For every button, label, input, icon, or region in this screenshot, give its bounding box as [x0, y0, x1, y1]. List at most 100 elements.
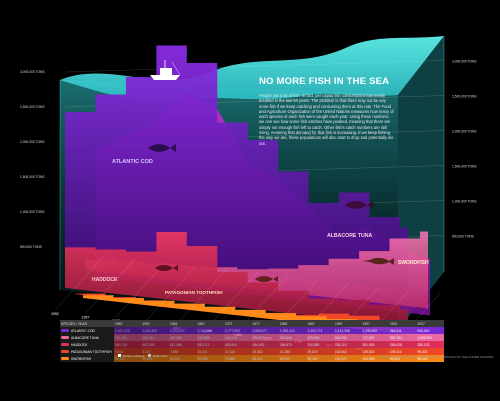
- y-tick-right: 500,000 TONS: [452, 235, 475, 239]
- legend-pin-a-icon: [118, 354, 121, 357]
- label-haddock: HADDOCK: [92, 277, 118, 283]
- table-header-cell: 1967: [196, 320, 224, 327]
- table-cell: 31,288: [279, 348, 307, 355]
- row-label: PATAGONIAN TOOTHFISH: [60, 348, 114, 355]
- page-title: NO MORE FISH IN THE SEA: [259, 76, 390, 87]
- legend: Fishery collapse Peak catch: [118, 354, 168, 358]
- data-table: SPECIES / YEAR 1952 1957 1962 1967 1972 1977 19…: [60, 320, 444, 362]
- fish-swatch-icon: [61, 329, 69, 333]
- table-cell: 85,010: [279, 355, 307, 362]
- table-cell: 384,672: [279, 341, 307, 348]
- fishing-boat-icon: [150, 60, 181, 80]
- x-tick-line: [176, 268, 227, 325]
- table-header-cell: 1987: [306, 320, 334, 327]
- table-cell: 900,000: [416, 327, 444, 334]
- table-cell: 1,982,442: [279, 327, 307, 334]
- y-axis-right: 500,000 TONS 1,000,000 TONS 1,500,000 TONS…: [452, 60, 477, 239]
- fish-swatch-icon: [61, 357, 69, 361]
- x-tick-label: 1957: [81, 316, 89, 320]
- table-cell: 12,115: [224, 348, 252, 355]
- y-tick-right: 2,000,000 TONS: [452, 130, 477, 134]
- table-cell: 49,855: [141, 355, 169, 362]
- table-cell: 321,640: [279, 334, 307, 341]
- row-label: ATLANTIC COD: [60, 327, 114, 334]
- table-cell: 1,095,920: [416, 334, 444, 341]
- table-cell: 139,840: [361, 348, 389, 355]
- table-cell: 803,944: [224, 341, 252, 348]
- series-area-albacore-tuna: [85, 231, 428, 309]
- y-axis-left: 500,000 TONS 1,000,000 TONS 1,500,000 TONS…: [20, 70, 45, 249]
- table-cell: 241,012: [224, 334, 252, 341]
- cod-fish-icon: [148, 144, 176, 152]
- y-tick-right: 2,500,000 TONS: [452, 95, 477, 99]
- y-tick-left: 500,000 TONS: [20, 245, 43, 249]
- table-cell: 2,067,418: [114, 327, 142, 334]
- table-cell: 953,211: [196, 341, 224, 348]
- table-cell: 104,588: [361, 355, 389, 362]
- table-cell: 2,069,677: [251, 327, 279, 334]
- table-cell: 40,112: [114, 355, 142, 362]
- x-tick-label: 1952: [51, 312, 59, 316]
- source-note: SOURCE: FOOD AND AGRICULTURE ORGANIZATIO…: [380, 355, 494, 359]
- table-cell: 952,784: [389, 334, 417, 341]
- table-cell: 310,882: [306, 341, 334, 348]
- table-header-cell: 1952: [114, 320, 142, 327]
- table-cell: 254,113: [334, 341, 362, 348]
- table-cell: 99,872: [389, 355, 417, 362]
- table-header-cell: 1957: [141, 320, 169, 327]
- table-cell: 580,749: [114, 341, 142, 348]
- table-cell: 90,455: [306, 355, 334, 362]
- swordfish-fish-icon: [362, 257, 394, 265]
- table-header-cell: 1977: [251, 320, 279, 327]
- table-cell: 2,301,893: [141, 327, 169, 334]
- y-tick-right: 1,500,000 TONS: [452, 165, 477, 169]
- table-cell: 118,562: [334, 348, 362, 355]
- table-header-cell: 2002: [389, 320, 417, 327]
- table-cell: 151,282: [114, 334, 142, 341]
- table-cell: 563,784: [334, 334, 362, 341]
- table-cell: 602,388: [141, 341, 169, 348]
- x-tick-line: [54, 254, 106, 311]
- table-header-cell: 1962: [169, 320, 197, 327]
- table-cell: 962,511: [389, 327, 417, 334]
- table-row: ATLANTIC COD 2,067,418 2,301,893 2,372,007 3…: [60, 327, 444, 334]
- table-cell: 1,492,773: [306, 327, 334, 334]
- x-tick-line: [146, 265, 197, 321]
- info-panel: NO MORE FISH IN THE SEA People eat a lot…: [259, 76, 394, 146]
- label-albacore-tuna: ALBACORE TUNA: [327, 233, 372, 239]
- table-header-row: SPECIES / YEAR 1952 1957 1962 1967 1972 1977 19…: [60, 320, 444, 327]
- fish-swatch-icon: [61, 336, 69, 340]
- y-tick-left: 2,500,000 TONS: [20, 105, 45, 109]
- x-tick-line: [115, 261, 167, 318]
- table-cell: 80,122: [251, 355, 279, 362]
- table-header-cell: 1992: [334, 320, 362, 327]
- table-cell: 3,107,288: [196, 327, 224, 334]
- fish-swatch-icon: [61, 343, 69, 347]
- table-cell: 15,302: [251, 348, 279, 355]
- table-row: PATAGONIAN TOOTHFISH 5,012 6,114 7,893 10,42…: [60, 348, 444, 355]
- table-cell: 187,636: [169, 334, 197, 341]
- table-cell: 1,121,338: [334, 327, 362, 334]
- haddock-fish-icon: [155, 265, 178, 271]
- y-tick-left: 1,500,000 TONS: [20, 175, 45, 179]
- x-tick-line: [85, 258, 136, 314]
- table-header-cell: 2007: [416, 320, 444, 327]
- table-cell: 109,112: [389, 348, 417, 355]
- table-cell: 423,552: [306, 334, 334, 341]
- table-cell: 263,418: [389, 341, 417, 348]
- table-header-cell: 1982: [279, 320, 307, 327]
- table-cell: 7,893: [169, 348, 197, 355]
- table-cell: 617,466: [169, 341, 197, 348]
- table-cell: 99,421: [416, 348, 444, 355]
- table-row: ALBACORE TUNA 151,282 162,414 187,636 213,86…: [60, 334, 444, 341]
- table-cell: 2,777,593: [224, 327, 252, 334]
- table-cell: 259,873: [251, 334, 279, 341]
- table-cell: 95,102: [416, 355, 444, 362]
- row-label-text: ALBACORE TUNA: [71, 335, 99, 340]
- label-swordfish: SWORDFISH: [398, 260, 429, 266]
- table-cell: 5,012: [114, 348, 142, 355]
- table-header-cell: 1997: [361, 320, 389, 327]
- y-tick-right: 1,000,000 TONS: [452, 200, 477, 204]
- table-row: HADDOCK 580,749 602,388 617,466 953,211 803,9…: [60, 341, 444, 348]
- gridline: [64, 60, 445, 73]
